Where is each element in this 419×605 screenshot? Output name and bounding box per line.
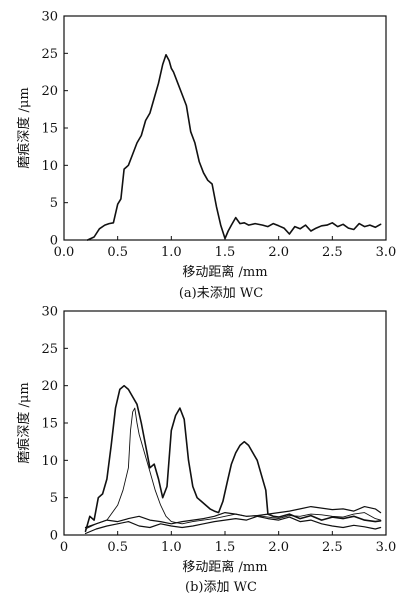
- x-tick-label: 1.0: [161, 245, 182, 260]
- y-tick-label: 10: [41, 454, 58, 469]
- y-tick-label: 20: [41, 379, 58, 394]
- y-tick-label: 20: [41, 84, 58, 99]
- x-axis-label: 移动距离 /mm: [182, 559, 267, 575]
- plot-frame: [63, 310, 387, 536]
- x-tick-label: 1.5: [215, 245, 236, 260]
- panel-a: 0 5 10 15 20 25 30 0.0 0.5 1.0 1.5 2.0 2.5 3.0 移动距离 /m…: [16, 10, 396, 302]
- y-tick-label: 0: [50, 529, 58, 544]
- x-tick-label: 1.5: [215, 540, 236, 555]
- x-tick-label: 1.0: [161, 540, 182, 555]
- y-tick-label: 30: [41, 305, 58, 320]
- y-tick-label: 30: [41, 10, 58, 25]
- y-tick-label: 25: [41, 342, 58, 357]
- x-tick-label: 2.0: [268, 245, 289, 260]
- y-tick-label: 25: [41, 47, 58, 62]
- x-tick-label: 0.0: [54, 245, 75, 260]
- x-tick-label: 0.5: [107, 540, 128, 555]
- y-tick-label: 15: [41, 122, 58, 137]
- panel-b: 0 5 10 15 20 25 30 0 0.5 1.0 1.5 2.0 2.5 3.0 移动距离 /mm 磨…: [16, 305, 396, 596]
- x-tick-label: 2.0: [268, 540, 289, 555]
- y-tick-label: 5: [50, 491, 58, 506]
- y-tick-label: 0: [50, 234, 58, 249]
- x-tick-label: 3.0: [376, 245, 397, 260]
- x-axis-label: 移动距离 /mm: [182, 264, 267, 280]
- x-tick-label: 0: [60, 540, 68, 555]
- series-line-1: [86, 53, 382, 241]
- series-line-1: [84, 384, 382, 533]
- x-tick-label: 0.5: [107, 245, 128, 260]
- y-tick-label: 5: [50, 196, 58, 211]
- panel-caption: (a)未添加 WC: [179, 286, 263, 301]
- x-tick-label: 2.5: [322, 540, 343, 555]
- series-line-4: [84, 515, 382, 535]
- y-axis-label: 磨痕深度 /μm: [16, 382, 32, 463]
- series-line-2: [85, 407, 382, 530]
- y-axis-label: 磨痕深度 /μm: [16, 87, 32, 168]
- plot-frame: [63, 15, 387, 241]
- series-line-3: [84, 506, 382, 529]
- y-tick-label: 10: [41, 159, 58, 174]
- y-tick-label: 15: [41, 417, 58, 432]
- x-tick-label: 3.0: [376, 540, 397, 555]
- x-tick-label: 2.5: [322, 245, 343, 260]
- panel-caption: (b)添加 WC: [185, 580, 257, 595]
